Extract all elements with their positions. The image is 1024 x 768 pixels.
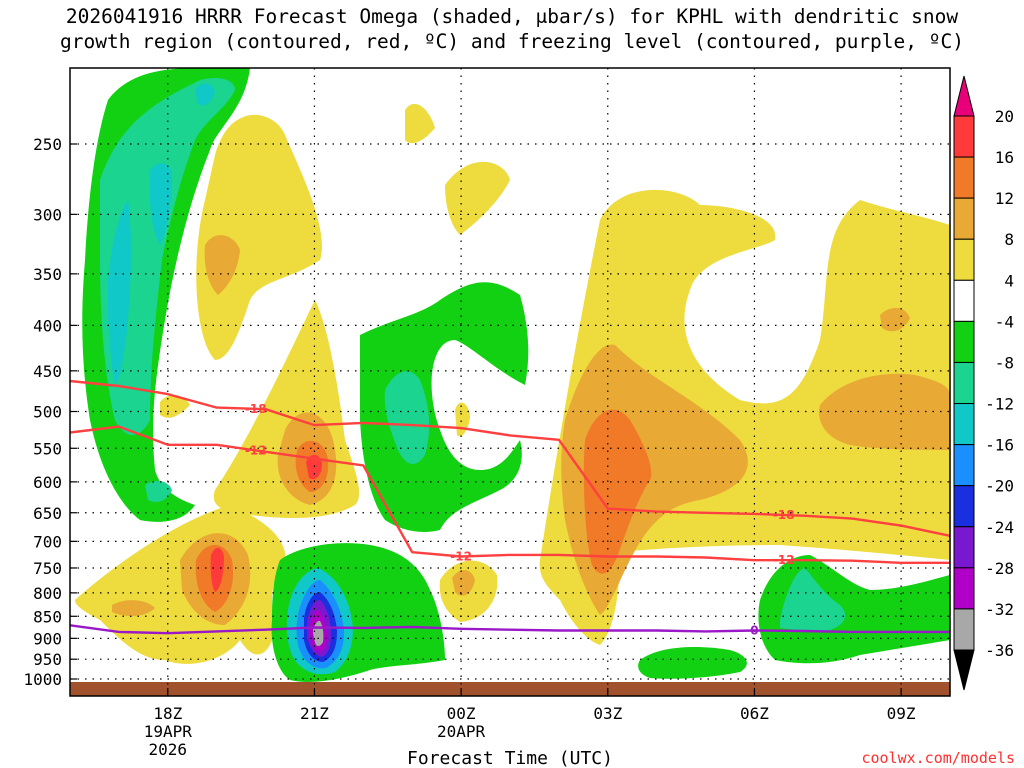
descent-region-small-left [160, 394, 190, 418]
ascent-12-mid [384, 371, 430, 465]
contour-label--12-0: -12 [245, 443, 267, 457]
descent-8-lower-left-small [112, 600, 155, 617]
ascent-12-small-left [145, 480, 172, 502]
colorbar-label-4: 4 [1004, 271, 1014, 290]
colorbar-band-11 [953, 567, 975, 610]
colorbar-band-7 [953, 403, 975, 446]
terrain-strip [70, 682, 950, 696]
credit-link[interactable]: coolwx.com/models [861, 749, 1015, 767]
colorbar-label--12: -12 [985, 395, 1014, 414]
colorbar-band-3 [953, 238, 975, 281]
y-tick-label-650: 650 [33, 504, 62, 523]
colorbar-band-9 [953, 485, 975, 528]
x-tick-label-18Z: 18Z [153, 704, 182, 723]
colorbar-band-2 [953, 197, 975, 240]
colorbar-band-1 [953, 156, 975, 199]
colorbar-label--24: -24 [985, 518, 1014, 537]
y-tick-label-700: 700 [33, 532, 62, 551]
contour-line-0 [70, 624, 950, 635]
y-axis: 250 300 350 400 450 500 550 600 650 700 750 800 850 9… [23, 135, 77, 689]
colorbar-label--4: -4 [995, 312, 1014, 331]
colorbar-label--36: -36 [985, 641, 1014, 660]
title-line-1: 2026041916 HRRR Forecast Omega (shaded, … [65, 5, 959, 28]
ascent-region-bottom-right [638, 647, 747, 679]
y-tick-label-550: 550 [33, 439, 62, 458]
omega-shading-layer [70, 68, 950, 696]
descent-region-top-mid [445, 161, 510, 235]
contour-lines: -18 -18 -12 -12 -12 0 [70, 379, 950, 638]
colorbar-label--8: -8 [995, 353, 1014, 372]
y-tick-label-350: 350 [33, 265, 62, 284]
colorbar-label-12: 12 [995, 189, 1014, 208]
ascent-12-lower-right [780, 568, 846, 631]
x-tick-label-03Z: 03Z [593, 704, 622, 723]
x-tick-label-21Z: 21Z [300, 704, 329, 723]
colorbar-label--20: -20 [985, 477, 1014, 496]
x-axis-title: Forecast Time (UTC) [407, 748, 613, 768]
y-tick-label-250: 250 [33, 135, 62, 154]
contour-label--12-1: -12 [450, 549, 472, 563]
colorbar: 20 16 12 8 4 -4 -8 -12 -16 -20 -24 -28 -32 -36 [953, 75, 1014, 691]
descent-8-upper-left [204, 235, 240, 295]
descent-8-right-edge [819, 373, 950, 450]
colorbar-band-8 [953, 444, 975, 487]
descent-12-right-core [583, 409, 652, 574]
y-tick-label-900: 900 [33, 629, 62, 648]
y-tick-label-500: 500 [33, 403, 62, 422]
descent-16-lower-left [210, 547, 224, 592]
descent-region-upper-left [196, 114, 322, 360]
ascent-region-mid [360, 282, 529, 532]
y-tick-label-850: 850 [33, 607, 62, 626]
chart-title: 2026041916 HRRR Forecast Omega (shaded, … [0, 4, 1024, 54]
ascent-12-upper-left [100, 78, 235, 435]
x-tick-label-06Z: 06Z [740, 704, 769, 723]
descent-region-top-small [405, 103, 435, 144]
colorbar-label-20: 20 [995, 107, 1014, 126]
contour-label--18-1: -18 [773, 508, 795, 522]
x-tick-date-18Z: 19APR [144, 722, 193, 741]
colorbar-top-arrow [953, 75, 975, 117]
y-tick-label-800: 800 [33, 584, 62, 603]
colorbar-label--32: -32 [985, 600, 1014, 619]
colorbar-label-16: 16 [995, 148, 1014, 167]
y-tick-label-750: 750 [33, 559, 62, 578]
ascent-16-upper-left [107, 200, 131, 385]
y-tick-label-300: 300 [33, 205, 62, 224]
contour-label-0-0: 0 [750, 624, 758, 638]
colorbar-band-4 [953, 279, 975, 322]
colorbar-label--16: -16 [985, 436, 1014, 455]
contour-label--12-2: -12 [773, 553, 795, 567]
y-tick-label-1000: 1000 [23, 670, 62, 689]
contour-line--12 [70, 425, 950, 564]
contour-label--18-0: -18 [245, 402, 267, 416]
contour-line--18 [70, 379, 950, 537]
x-tick-date-00Z: 20APR [437, 722, 486, 741]
x-tick-label-00Z: 00Z [447, 704, 476, 723]
colorbar-label--28: -28 [985, 559, 1014, 578]
title-line-2: growth region (contoured, red, ºC) and f… [60, 30, 964, 53]
y-tick-label-950: 950 [33, 650, 62, 669]
colorbar-band-5 [953, 320, 975, 363]
colorbar-band-0 [953, 115, 975, 158]
y-tick-label-400: 400 [33, 316, 62, 335]
x-tick-label-09Z: 09Z [887, 704, 916, 723]
x-tick-year-18Z: 2026 [149, 740, 188, 759]
colorbar-band-10 [953, 526, 975, 569]
y-tick-label-600: 600 [33, 473, 62, 492]
colorbar-band-12 [953, 608, 975, 651]
descent-8-small-mid [452, 569, 475, 596]
colorbar-band-6 [953, 361, 975, 405]
ascent-16-top [195, 83, 215, 106]
y-tick-label-450: 450 [33, 362, 62, 381]
ascent-16-upper-left-2 [149, 163, 172, 245]
colorbar-bottom-arrow [953, 649, 975, 691]
colorbar-label-8: 8 [1004, 230, 1014, 249]
plot-frame [69, 67, 951, 697]
